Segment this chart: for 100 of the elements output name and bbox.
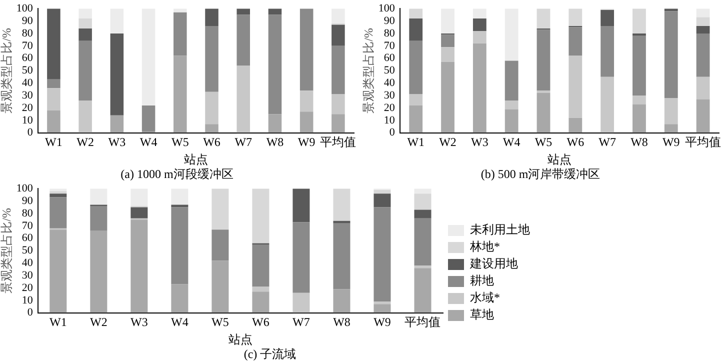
bar bbox=[174, 8, 187, 12]
y-tick-label: 90 bbox=[22, 14, 34, 27]
bar bbox=[50, 191, 67, 194]
bar bbox=[536, 93, 550, 133]
x-axis-title: 站点 bbox=[184, 152, 208, 167]
x-tick-label: 平均值 bbox=[685, 135, 722, 150]
x-tick-label: W4 bbox=[140, 135, 158, 150]
bar bbox=[600, 26, 614, 77]
x-tick-label: W5 bbox=[534, 135, 552, 150]
bar bbox=[205, 8, 218, 26]
bar bbox=[205, 92, 218, 124]
bar bbox=[441, 34, 454, 48]
x-tick-label: W4 bbox=[171, 315, 188, 330]
y-tick-label: 60 bbox=[22, 52, 34, 64]
legend-label: 草地 bbox=[470, 308, 494, 322]
x-tick-label: W6 bbox=[252, 315, 270, 330]
bar bbox=[130, 207, 148, 218]
y-tick-label: 60 bbox=[384, 52, 396, 64]
x-tick-label: W1 bbox=[45, 135, 62, 150]
bar bbox=[409, 8, 423, 19]
bar bbox=[236, 8, 250, 15]
x-axis-title: 站点 bbox=[228, 332, 252, 347]
x-tick-label: 平均值 bbox=[320, 135, 356, 150]
bar bbox=[600, 10, 614, 26]
bar bbox=[171, 207, 188, 284]
bar bbox=[78, 100, 92, 133]
bar bbox=[504, 100, 518, 110]
bar bbox=[568, 27, 582, 56]
y-tick-label: 100 bbox=[378, 2, 396, 14]
bar bbox=[236, 66, 250, 133]
y-tick-label: 70 bbox=[384, 40, 396, 52]
y-tick-label: 80 bbox=[22, 27, 34, 40]
bar bbox=[600, 76, 614, 133]
bar bbox=[414, 188, 432, 194]
bar bbox=[536, 90, 550, 94]
bar bbox=[110, 33, 124, 116]
bar bbox=[632, 96, 646, 104]
y-tick-label: 10 bbox=[22, 114, 34, 126]
bar bbox=[47, 8, 60, 80]
x-tick-label: W6 bbox=[203, 135, 220, 150]
bar bbox=[632, 36, 646, 96]
bar bbox=[268, 8, 282, 15]
x-tick-label: W7 bbox=[292, 315, 310, 330]
x-tick-label: W2 bbox=[90, 315, 108, 330]
bar bbox=[50, 230, 67, 313]
bar bbox=[333, 220, 350, 224]
bar bbox=[696, 76, 710, 100]
bar bbox=[142, 8, 156, 106]
bar bbox=[212, 260, 229, 313]
text: (b) 500 m河岸带缓冲区 bbox=[480, 166, 600, 181]
y-tick-label: 50 bbox=[384, 64, 396, 77]
y-tick-label: 10 bbox=[384, 114, 396, 126]
bar bbox=[504, 60, 518, 101]
bar bbox=[333, 223, 350, 290]
bar bbox=[78, 40, 92, 101]
y-tick-label: 20 bbox=[22, 102, 34, 114]
bar bbox=[236, 14, 250, 66]
y-tick-label: 40 bbox=[384, 77, 396, 90]
y-tick-label: 0 bbox=[389, 126, 396, 139]
bar bbox=[414, 218, 432, 266]
bar bbox=[374, 194, 391, 208]
x-tick-label: W2 bbox=[439, 135, 456, 150]
y-tick-label: 30 bbox=[22, 269, 34, 282]
bar bbox=[47, 110, 60, 133]
bar bbox=[414, 268, 432, 313]
y-axis-title: 景观类型占比/% bbox=[0, 28, 14, 114]
bar bbox=[130, 220, 148, 313]
bar bbox=[632, 104, 646, 133]
bar bbox=[332, 24, 345, 46]
bar bbox=[536, 30, 550, 91]
bar bbox=[300, 8, 314, 91]
x-axis-title: 站点 bbox=[547, 152, 572, 167]
y-tick-label: 0 bbox=[27, 126, 34, 139]
bar bbox=[47, 79, 60, 88]
bar bbox=[300, 90, 314, 112]
bar bbox=[374, 304, 391, 313]
bar bbox=[50, 194, 67, 198]
bar bbox=[374, 190, 391, 194]
bar bbox=[90, 230, 108, 313]
x-tick-label: W7 bbox=[598, 135, 616, 150]
x-tick-label: W5 bbox=[212, 315, 229, 330]
bar bbox=[205, 124, 218, 133]
bar bbox=[568, 118, 582, 133]
bar bbox=[696, 99, 710, 133]
bar bbox=[130, 188, 148, 206]
y-axis-title: 景观类型占比/% bbox=[0, 208, 14, 294]
y-tick-label: 60 bbox=[22, 232, 34, 244]
bar bbox=[171, 284, 188, 313]
y-tick-label: 80 bbox=[384, 27, 396, 40]
bar bbox=[205, 26, 218, 92]
bar bbox=[268, 114, 282, 133]
bar bbox=[174, 12, 187, 56]
bar bbox=[90, 206, 108, 231]
bar bbox=[568, 56, 582, 118]
y-tick-label: 80 bbox=[22, 207, 34, 220]
legend-label: 耕地 bbox=[470, 274, 494, 288]
bar bbox=[90, 188, 108, 205]
text: (a) 1000 m河段缓冲区 bbox=[120, 166, 234, 181]
bar bbox=[441, 47, 454, 62]
bar bbox=[252, 244, 270, 287]
